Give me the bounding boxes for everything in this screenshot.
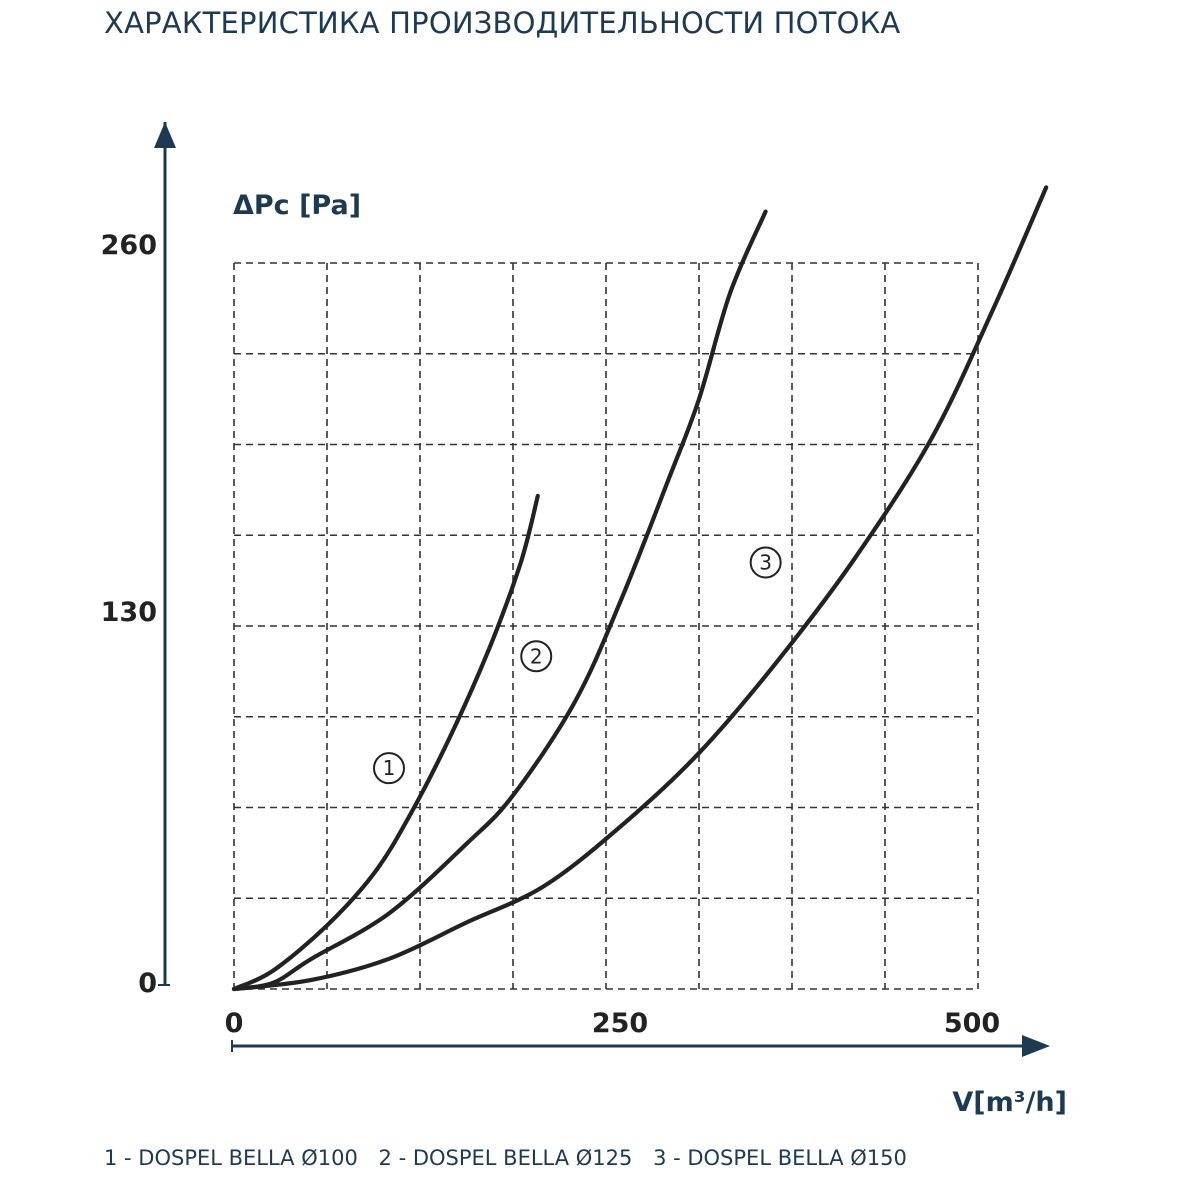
y-axis-label: ΔPc [Pa]	[233, 190, 361, 221]
series-marker-circle-2	[520, 640, 553, 673]
legend-item-1: 1 - DOSPEL BELLA Ø100	[104, 1146, 358, 1170]
axes	[154, 122, 1050, 1057]
y-axis-arrow	[154, 122, 176, 148]
series-marker-circle-1	[373, 752, 405, 785]
x-axis-arrow	[1022, 1035, 1050, 1057]
axis-labels: ΔPc [Pa] V[m³/h]	[233, 190, 1067, 1118]
series-marker-3: 3	[759, 550, 772, 574]
x-axis-label: V[m³/h]	[952, 1087, 1067, 1118]
legend-item-2: 2 - DOSPEL BELLA Ø125	[378, 1146, 633, 1170]
x-tick-label: 500	[944, 1008, 1000, 1039]
x-tick-label: 250	[592, 1008, 648, 1039]
legend-item-3: 3 - DOSPEL BELLA Ø150	[653, 1146, 907, 1170]
tick-labels: 0 250 500 0 130 260	[101, 230, 1001, 1039]
y-tick-label: 130	[101, 597, 157, 628]
series-line-3	[231, 185, 1049, 992]
legend: 1 - DOSPEL BELLA Ø100 2 - DOSPEL BELLA Ø…	[104, 1146, 921, 1170]
chart-title: ХАРАКТЕРИСТИКА ПРОИЗВОДИТЕЛЬНОСТИ ПОТОКА	[104, 6, 901, 40]
series-line-1	[231, 493, 540, 992]
series-marker-2: 2	[530, 644, 543, 668]
curves: 1 2 3	[231, 185, 1049, 992]
series-marker-circle-3	[749, 546, 782, 579]
series-marker-1: 1	[383, 756, 396, 780]
y-tick-label: 260	[101, 230, 157, 261]
x-tick-label: 0	[225, 1008, 244, 1039]
y-tick-label: 0	[138, 968, 157, 999]
grid	[233, 262, 979, 990]
series-line-2	[231, 209, 768, 992]
